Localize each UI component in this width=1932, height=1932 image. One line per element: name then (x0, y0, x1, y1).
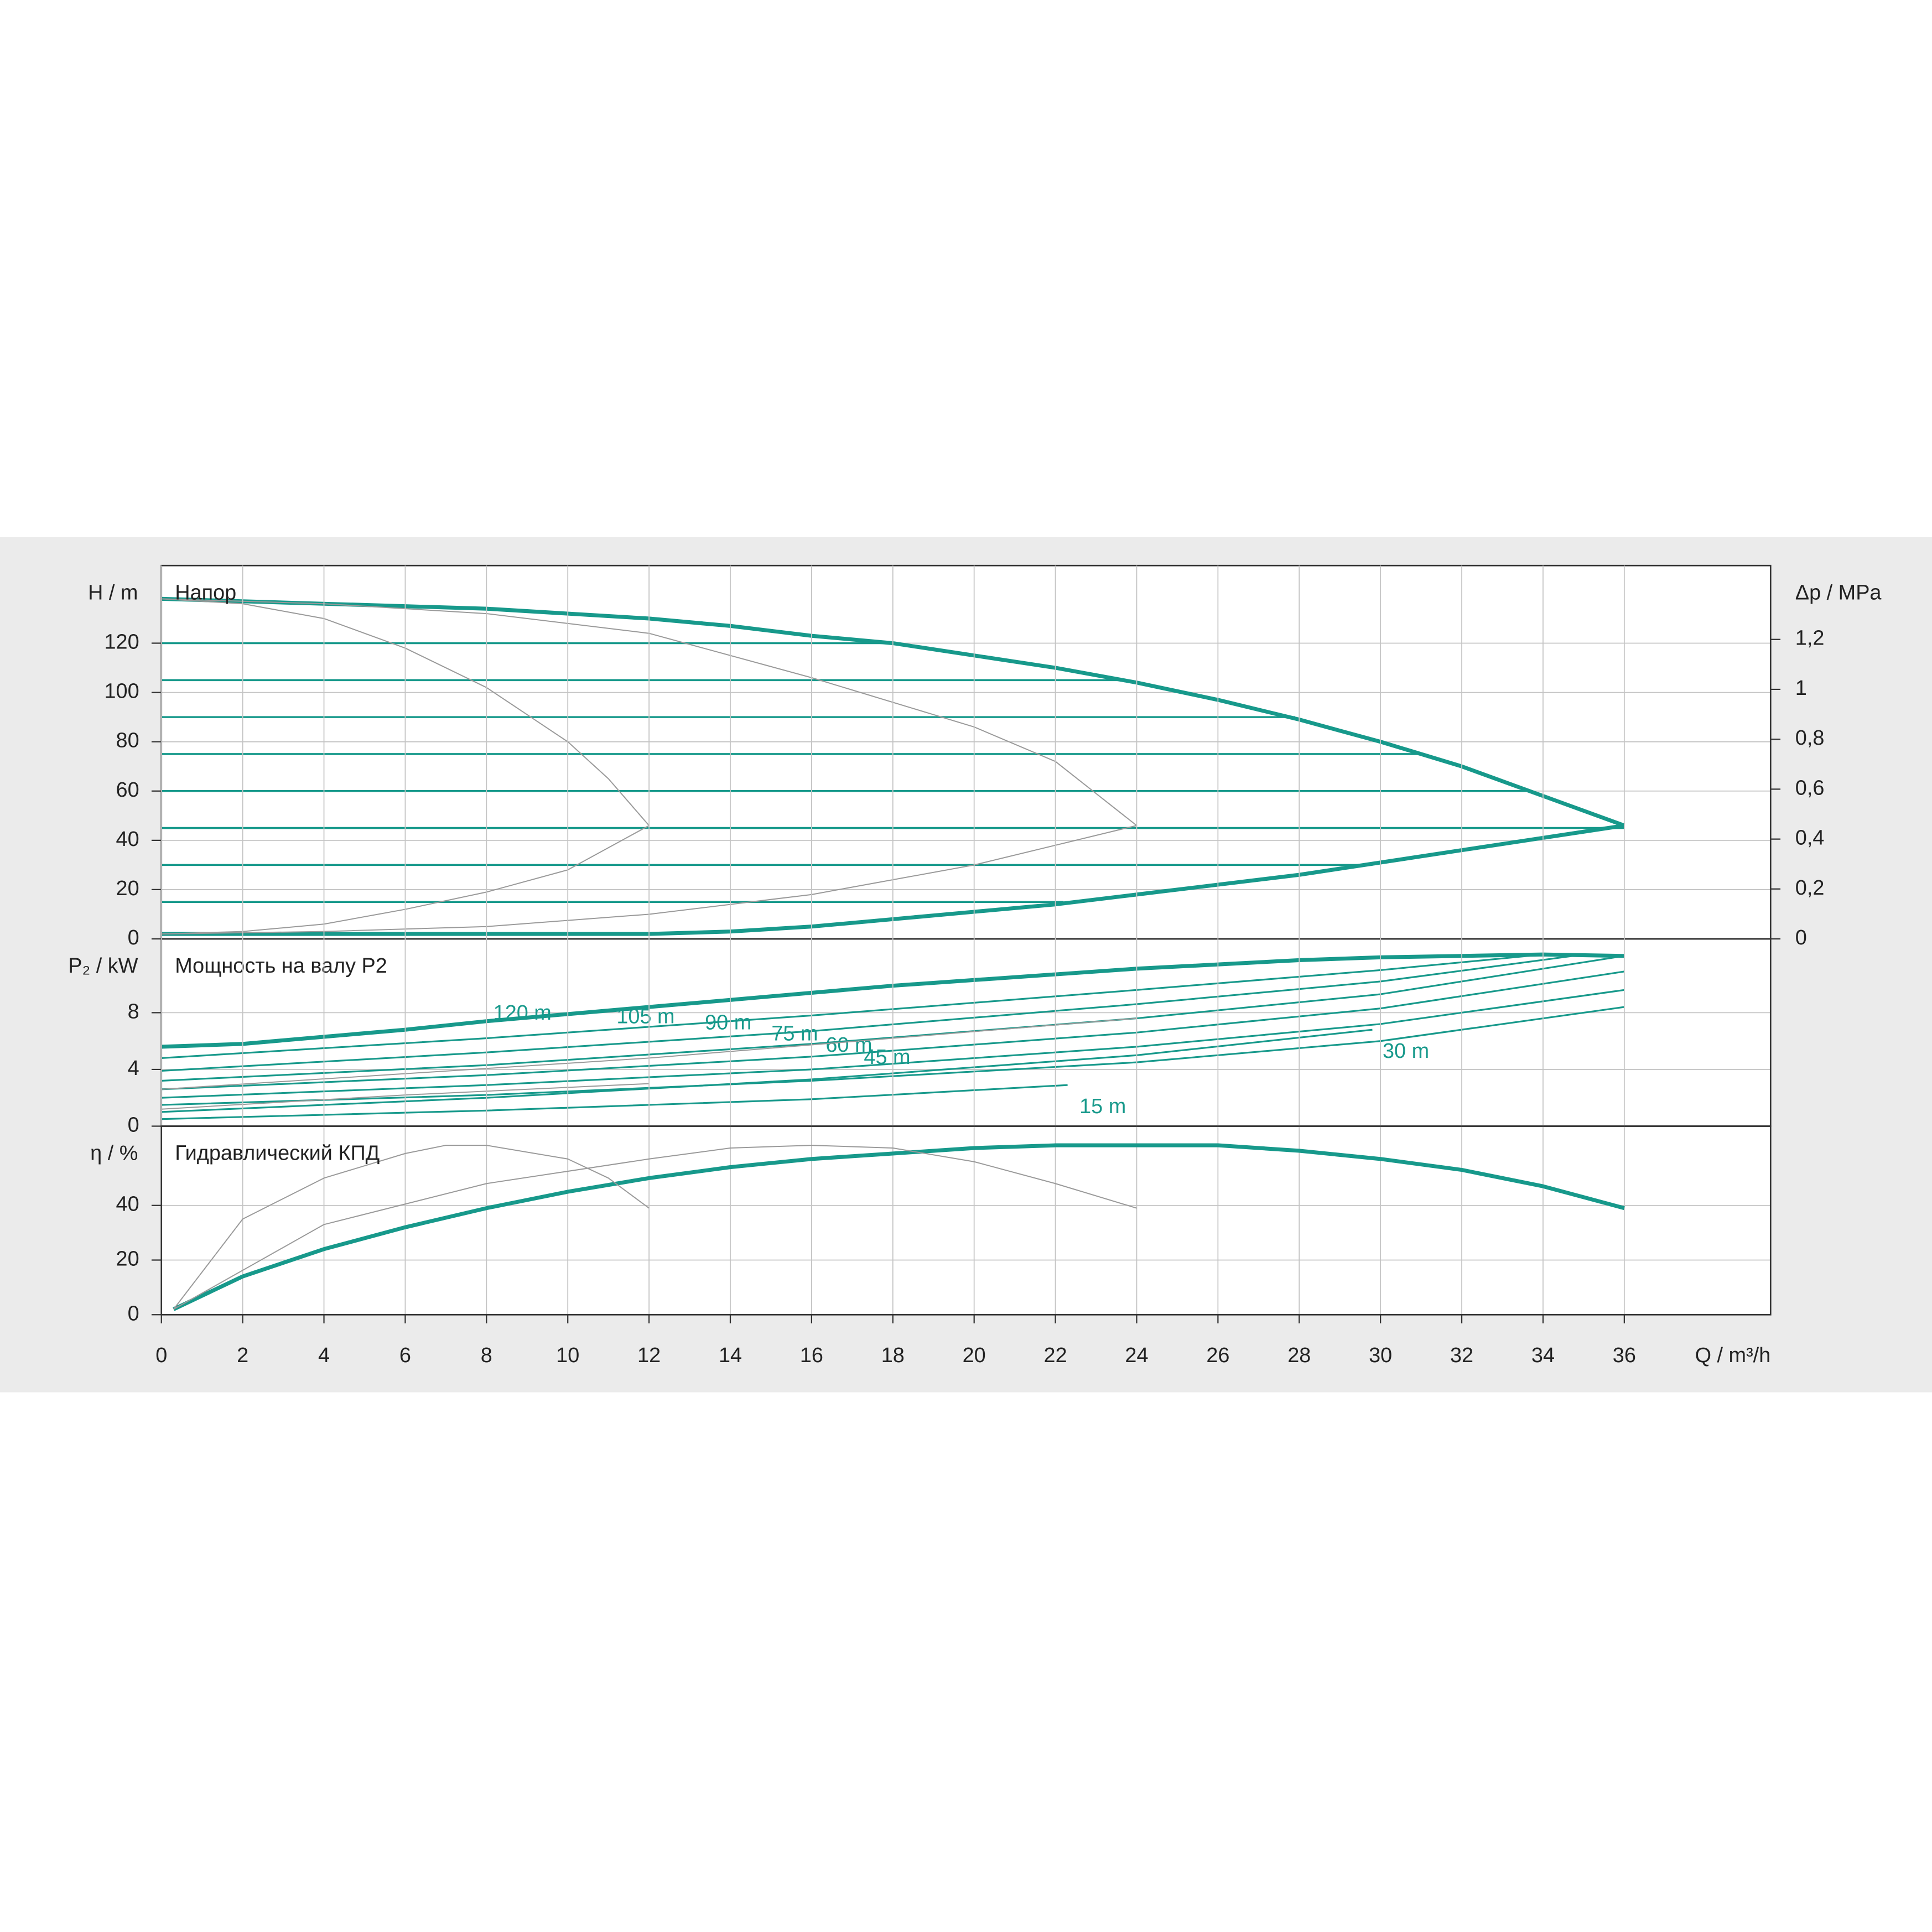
y-tick-label: 20 (116, 877, 139, 900)
y-tick-label: 8 (128, 1000, 139, 1023)
x-tick-label: 6 (399, 1344, 411, 1367)
plot-area (161, 565, 1771, 939)
panel-title: Мощность на валу P2 (175, 954, 387, 978)
curve (161, 598, 650, 935)
x-tick-label: 22 (1044, 1344, 1067, 1367)
curve (173, 1145, 1137, 1310)
curve-label: 75 m (771, 1022, 818, 1046)
y2-tick-label: 1 (1795, 677, 1807, 700)
y-tick-label: 40 (116, 1193, 139, 1216)
x-tick-label: 18 (881, 1344, 905, 1367)
x-tick-label: 2 (237, 1344, 248, 1367)
y-axis-label: H / m (88, 581, 138, 604)
y2-tick-label: 0,8 (1795, 726, 1825, 750)
curve-label: 105 m (616, 1005, 674, 1029)
x-tick-label: 8 (481, 1344, 492, 1367)
x-tick-label: 32 (1450, 1344, 1473, 1367)
panel-title: Напор (175, 581, 236, 604)
x-tick-label: 30 (1369, 1344, 1392, 1367)
y2-axis-label: Δp / MPa (1795, 581, 1882, 604)
y-axis-label: P₂ / kW (68, 954, 138, 978)
x-tick-label: 24 (1125, 1344, 1148, 1367)
y2-tick-label: 0 (1795, 926, 1807, 949)
x-tick-label: 36 (1613, 1344, 1636, 1367)
curve-label: 90 m (705, 1011, 751, 1035)
y-tick-label: 20 (116, 1247, 139, 1270)
y-tick-label: 0 (128, 1302, 139, 1325)
y-tick-label: 40 (116, 828, 139, 851)
y2-tick-label: 0,4 (1795, 827, 1825, 850)
curve-label: 120 m (494, 1001, 552, 1025)
y-tick-label: 0 (128, 926, 139, 949)
x-tick-label: 10 (556, 1344, 579, 1367)
y-tick-label: 60 (116, 778, 139, 802)
panel-title: Гидравлический КПД (175, 1142, 380, 1165)
y-tick-label: 120 (104, 631, 139, 654)
curve-label: 15 m (1079, 1095, 1126, 1118)
curve (173, 1145, 650, 1310)
plot-frame (160, 1125, 1772, 1316)
curve-label: 30 m (1383, 1040, 1429, 1063)
y-axis-label: η / % (90, 1142, 138, 1165)
x-tick-label: 20 (963, 1344, 986, 1367)
y2-tick-label: 0,2 (1795, 876, 1825, 900)
y-tick-label: 4 (128, 1057, 139, 1080)
curve (173, 1143, 1625, 1311)
curve-label: 60 m (825, 1033, 872, 1057)
x-tick-label: 4 (318, 1344, 330, 1367)
y2-tick-label: 0,6 (1795, 776, 1825, 799)
x-tick-label: 28 (1287, 1344, 1311, 1367)
x-tick-label: 34 (1531, 1344, 1555, 1367)
y-tick-label: 0 (128, 1114, 139, 1137)
x-tick-label: 12 (637, 1344, 661, 1367)
x-tick-label: 16 (800, 1344, 823, 1367)
curve-label: 45 m (864, 1046, 910, 1069)
y2-tick-label: 1,2 (1795, 627, 1825, 650)
y-tick-label: 80 (116, 729, 139, 752)
x-tick-label: 0 (155, 1344, 167, 1367)
x-tick-label: 14 (719, 1344, 742, 1367)
y-tick-label: 100 (104, 680, 139, 703)
curve (161, 598, 1138, 935)
x-tick-label: 26 (1206, 1344, 1229, 1367)
x-axis-label: Q / m³/h (1695, 1344, 1771, 1367)
